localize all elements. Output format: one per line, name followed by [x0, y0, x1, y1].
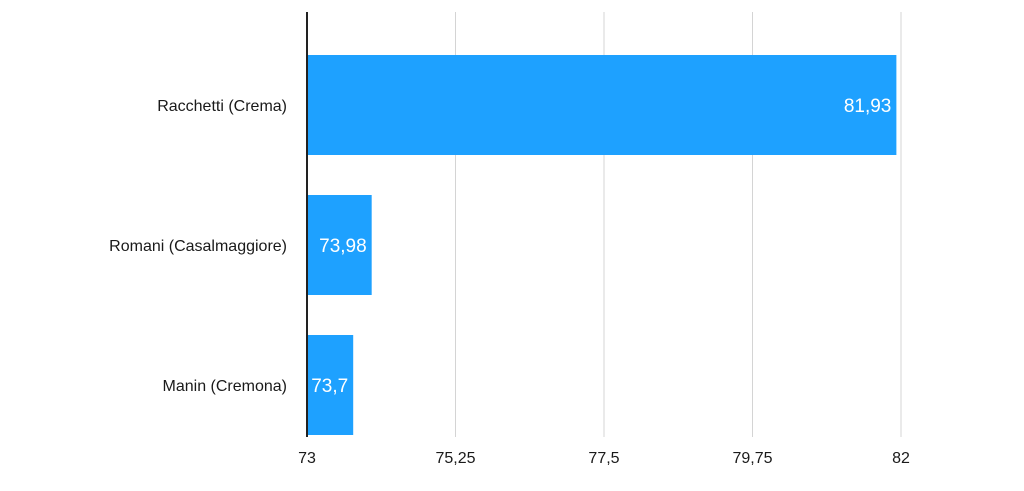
x-tick-labels: 73 75,25 77,5 79,75 82 — [298, 450, 910, 467]
x-tick-label: 75,25 — [435, 450, 475, 467]
x-tick-label: 73 — [298, 450, 316, 467]
category-label: Racchetti (Crema) — [157, 98, 287, 115]
bar — [307, 195, 372, 295]
bars — [307, 55, 897, 435]
category-labels: Racchetti (Crema) Romani (Casalmaggiore) M… — [109, 98, 287, 395]
value-labels: 81,93 73,98 73,7 — [311, 96, 891, 397]
x-tick-label: 82 — [892, 450, 910, 467]
x-tick-label: 77,5 — [588, 450, 619, 467]
x-tick-label: 79,75 — [732, 450, 772, 467]
bar — [307, 335, 354, 435]
category-label: Romani (Casalmaggiore) — [109, 238, 287, 255]
bar — [307, 55, 897, 155]
bar-value-label: 81,93 — [844, 96, 892, 117]
bar-value-label: 73,98 — [319, 236, 367, 257]
category-label: Manin (Cremona) — [163, 378, 287, 395]
bar-value-label: 73,7 — [311, 376, 348, 397]
